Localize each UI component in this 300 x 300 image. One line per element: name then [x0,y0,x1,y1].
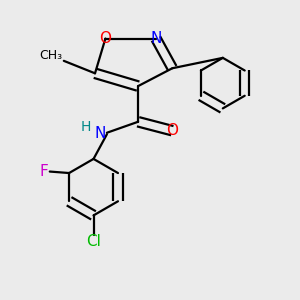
Text: O: O [99,31,111,46]
Text: O: O [166,123,178,138]
Text: Cl: Cl [86,234,101,249]
Text: F: F [39,164,48,179]
Text: N: N [150,31,162,46]
Text: CH₃: CH₃ [39,49,62,62]
Text: H: H [81,120,91,134]
Text: N: N [95,127,106,142]
